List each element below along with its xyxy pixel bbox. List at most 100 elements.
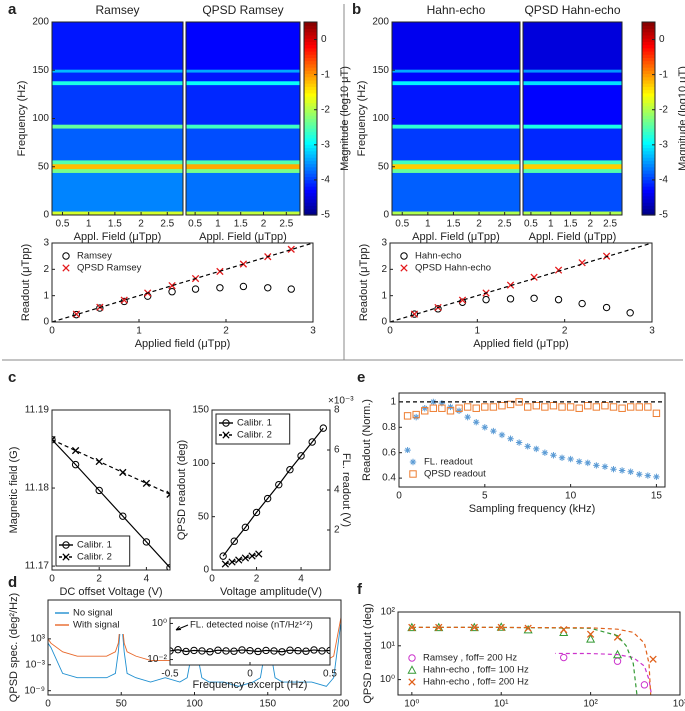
marker-circle (287, 285, 295, 293)
y-tick-label: 10⁰ (152, 618, 167, 629)
marker-cross (119, 468, 127, 477)
panel-label: d (8, 574, 17, 591)
legend-label: Calibr. 1 (237, 418, 272, 429)
colorbar-slice (304, 195, 317, 200)
marker-star (430, 398, 437, 406)
colorbar-slice (642, 157, 655, 161)
y2-exponent: ×10⁻³ (328, 396, 354, 407)
x-tick-label: 2.5 (603, 219, 617, 230)
x-tick-label: 1.5 (564, 219, 578, 230)
colorbar-slice (304, 38, 317, 42)
panel-colorbar: 0 -1 -2 -3 -4 -5 Magnitude (log10 μT) (641, 21, 685, 221)
marker-star (550, 452, 557, 459)
colorbar-slice (304, 134, 317, 139)
x-tick-label: 2.5 (498, 219, 512, 230)
marker-cross (62, 553, 70, 561)
marker-square (446, 407, 455, 415)
series-line (390, 243, 652, 322)
panel-colorbar: 0 -1 -2 -3 -4 -5 Magnitude (log10 μT) (303, 21, 351, 221)
y-tick-label: 100 (32, 113, 49, 124)
marker-cross (168, 282, 176, 290)
heatmap-cell (392, 163, 520, 170)
marker-square (463, 403, 472, 411)
marker-cross (470, 623, 478, 632)
marker-circle (264, 284, 272, 292)
x-tick-label: 0 (49, 574, 55, 585)
x-tick-label: 2 (223, 326, 229, 337)
marker-cross (62, 264, 70, 272)
heatmap-cell (52, 163, 183, 170)
marker-circle (222, 647, 230, 655)
y-tick-label: 0 (383, 210, 389, 221)
x-tick-label: 0 (247, 669, 253, 680)
y-tick-label: 150 (32, 65, 49, 76)
heatmap-cell (392, 80, 520, 86)
marker-circle (302, 647, 310, 655)
marker-square (429, 404, 438, 412)
colorbar-slice (304, 144, 317, 149)
marker-cross (142, 479, 151, 488)
x-tick-label: 0 (45, 699, 51, 710)
legend-box (55, 535, 131, 567)
colorbar-slice (642, 102, 655, 107)
marker-star (447, 403, 454, 411)
legend-label: No signal (73, 608, 113, 619)
marker-cross (228, 558, 236, 566)
x-tick-label: 2 (562, 326, 568, 337)
colorbar-slice (642, 166, 655, 171)
chart-title: Hahn-echo (427, 3, 486, 17)
panel-scatter: 0 1 2 3 0 1 2 3 Applied field (μTpp) Readout (μTp… (358, 238, 655, 350)
colorbar-tick-label: -5 (321, 210, 330, 221)
marker-circle (294, 646, 302, 655)
legend-label: Hahn-echo , foff= 200 Hz (423, 677, 529, 688)
y-axis-label: Readout (Norm.) (361, 399, 373, 481)
marker-cross (410, 310, 419, 318)
colorbar-slice (642, 79, 655, 84)
x-tick-label: 0 (49, 326, 55, 337)
marker-circle (308, 438, 316, 446)
legend-box (56, 247, 141, 277)
x-tick-label: 0.5 (323, 669, 337, 680)
colorbar-slice (304, 22, 317, 26)
heatmap-cell (186, 168, 300, 173)
x-tick-label: 0.5 (56, 219, 70, 230)
colorbar-tick-label: -3 (321, 139, 330, 150)
marker-square (558, 403, 566, 411)
colorbar-slice (642, 124, 655, 129)
colorbar-slice (304, 83, 317, 87)
marker-star (524, 443, 531, 450)
x-tick-label: 2 (96, 574, 102, 585)
colorbar-slice (304, 128, 317, 132)
series-line (411, 626, 652, 695)
x-tick-label: 100 (186, 699, 203, 710)
colorbar-label: Magnitude (log10 μT) (677, 66, 685, 171)
heatmap-cell (392, 69, 520, 73)
colorbar-slice (642, 137, 655, 142)
colorbar-slice (304, 166, 317, 171)
x-tick-label: 0 (387, 326, 393, 337)
colorbar-slice (642, 179, 655, 184)
marker-circle (275, 480, 283, 489)
x-tick-label: 1.5 (446, 219, 460, 230)
marker-square (403, 412, 412, 420)
colorbar-slice (642, 141, 655, 145)
colorbar-slice (304, 41, 317, 46)
x-axis-label: Applied field (μTpp) (473, 338, 569, 350)
colorbar-slice (304, 92, 317, 97)
heatmap-cell (52, 80, 183, 86)
y-tick-label: 200 (32, 17, 49, 28)
colorbar-slice (642, 131, 655, 136)
x-tick-label: 10³ (673, 699, 685, 710)
colorbar-slice (642, 144, 655, 149)
colorbar-slice (304, 189, 317, 194)
heatmap-cell (523, 72, 622, 82)
annotation: FL. detected noise (nT/Hz¹ᐟ²) (190, 620, 313, 631)
marker-star (473, 419, 480, 426)
heatmap-cell (186, 172, 300, 212)
chart-title: QPSD Ramsey (202, 3, 283, 17)
heatmap-cell (186, 69, 300, 73)
x-tick-label: 10¹ (494, 699, 509, 710)
colorbar-slice (642, 176, 655, 181)
panel-scatter: f10⁰10¹10²10³10⁰10¹10²Heterodyne frequen… (357, 581, 685, 711)
marker-circle (554, 295, 563, 304)
